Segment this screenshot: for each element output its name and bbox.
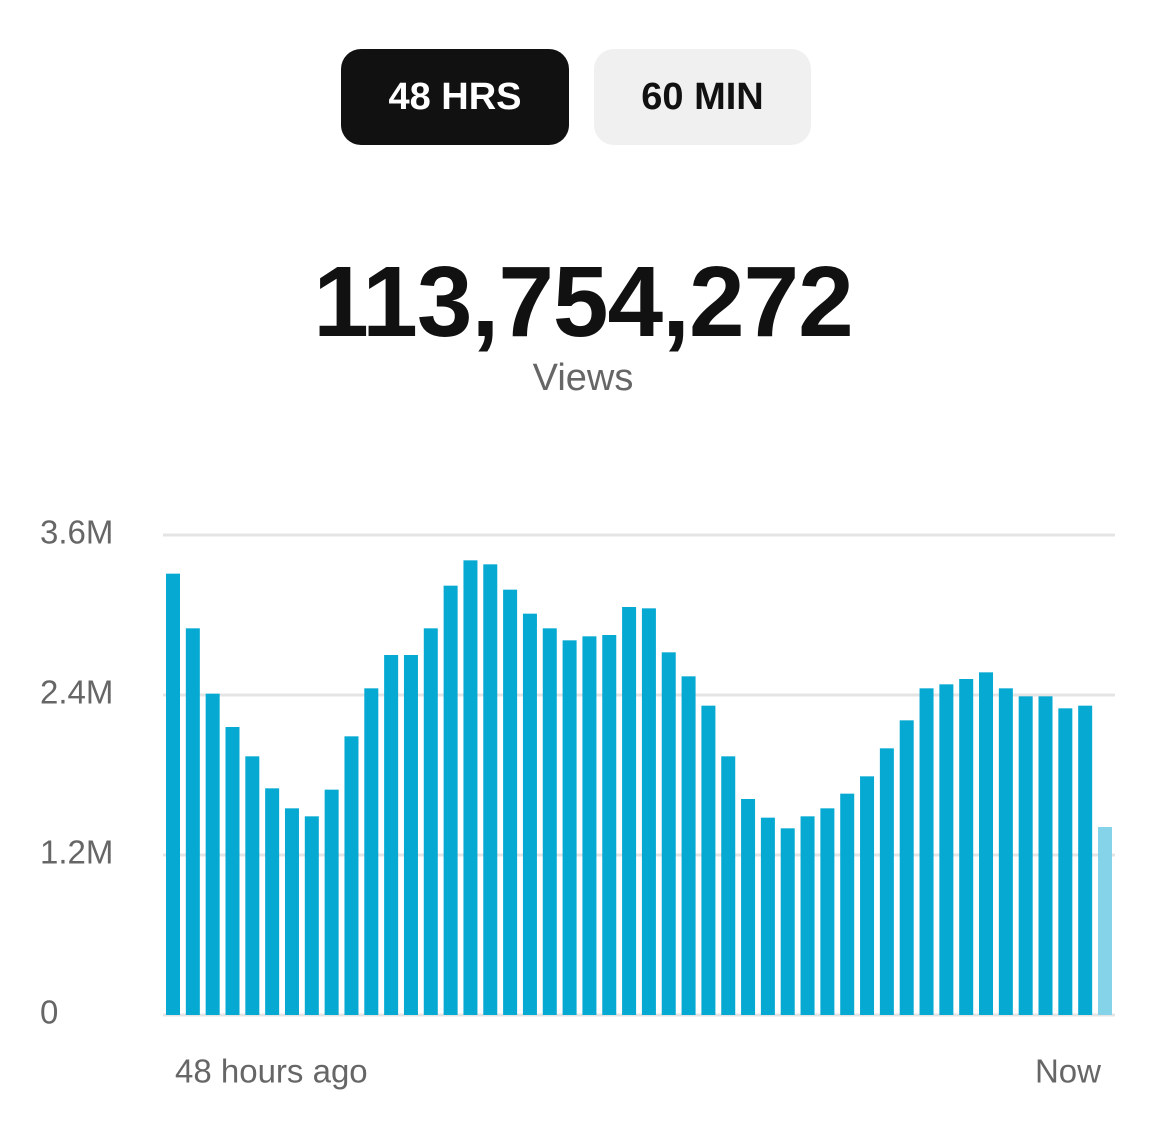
bar [760,817,775,1015]
bar [939,684,954,1015]
tab-button[interactable]: 48 HRS [341,49,569,145]
bar [661,652,676,1015]
bar [820,808,835,1015]
bar [265,788,280,1015]
bar [840,793,855,1015]
bar [641,608,656,1015]
bar [205,693,220,1015]
bar [1038,696,1053,1015]
bar [562,640,577,1015]
x-tick-label: 48 hours ago [175,1053,368,1090]
bar [879,748,894,1015]
bar [384,655,399,1015]
bar [542,628,557,1015]
tab-button[interactable]: 60 MIN [594,49,811,145]
y-tick-label: 0 [40,994,58,1031]
bar [463,560,478,1015]
bar [1098,827,1112,1015]
bar [1058,708,1073,1015]
bar [364,688,379,1015]
bar [582,636,597,1015]
bar [403,655,418,1015]
bar [998,688,1013,1015]
bar [166,573,180,1015]
bar [284,808,299,1015]
bar [860,776,875,1015]
bar [304,816,319,1015]
bar [681,676,696,1015]
y-tick-label: 2.4M [40,674,113,711]
bar [800,816,815,1015]
bar [959,679,974,1015]
y-tick-label: 3.6M [40,514,113,551]
bar [344,736,359,1015]
y-tick-label: 1.2M [40,834,113,871]
total-views: 113,754,272 [313,246,854,358]
total-label: Views [532,357,634,399]
x-tick-label: Now [1035,1053,1101,1090]
bar [979,672,994,1015]
bar [483,564,498,1015]
bar [721,756,736,1015]
bar [324,789,339,1015]
bar [919,688,934,1015]
bar [622,607,637,1015]
bar [503,589,518,1015]
bar [701,705,716,1015]
bar [1018,696,1033,1015]
bar [185,628,200,1015]
bar [899,720,914,1015]
bar [225,727,240,1015]
bar [443,585,458,1015]
bar [1078,705,1093,1015]
bar [780,828,795,1015]
bar [602,635,617,1015]
bar [423,628,438,1015]
bar [741,799,756,1015]
bar [245,756,260,1015]
bar [522,613,537,1015]
